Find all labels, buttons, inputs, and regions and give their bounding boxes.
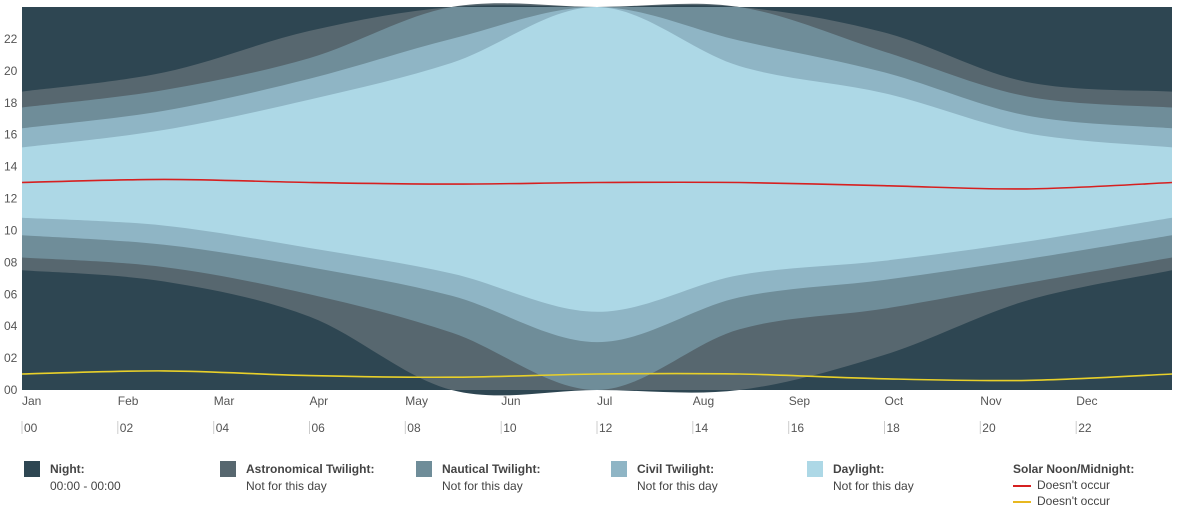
civil-swatch <box>611 461 627 477</box>
night-value: 00:00 - 00:00 <box>50 479 121 493</box>
month-tick-label: Feb <box>118 394 139 408</box>
hour-tick-label: 10 <box>503 421 517 435</box>
solar-label: Solar Noon/Midnight: <box>1013 462 1135 476</box>
daylight-label: Daylight: <box>833 462 885 476</box>
y-tick-label: 14 <box>4 160 18 174</box>
month-tick-label: Dec <box>1076 394 1097 408</box>
astronomical-label: Astronomical Twilight: <box>246 462 375 476</box>
y-tick-label: 16 <box>4 128 18 142</box>
month-tick-label: Sep <box>789 394 811 408</box>
month-tick-label: Nov <box>980 394 1001 408</box>
y-tick-label: 06 <box>4 287 18 301</box>
hour-tick-label: 04 <box>216 421 230 435</box>
night-evening-band <box>22 5 1172 92</box>
y-tick-label: 22 <box>4 32 18 46</box>
astronomical-swatch <box>220 461 236 477</box>
nautical-label: Nautical Twilight: <box>442 462 541 476</box>
legend: Night: 00:00 - 00:00 Astronomical Twilig… <box>0 458 1177 511</box>
y-tick-label: 18 <box>4 96 18 110</box>
daylight-swatch <box>807 461 823 477</box>
month-tick-label: Oct <box>885 394 904 408</box>
daylight-value: Not for this day <box>833 479 914 493</box>
solar-midnight-line <box>21 370 1173 382</box>
month-tick-label: May <box>405 394 428 408</box>
y-tick-label: 04 <box>4 319 18 333</box>
y-tick-label: 08 <box>4 255 18 269</box>
hour-tick-label: 22 <box>1078 421 1092 435</box>
hour-tick-label: 00 <box>24 421 38 435</box>
y-tick-label: 20 <box>4 64 18 78</box>
hour-tick-label: 02 <box>120 421 134 435</box>
y-tick-label: 12 <box>4 192 18 206</box>
month-tick-label: Mar <box>214 394 235 408</box>
solar-midnight-value: Doesn't occur <box>1037 494 1110 508</box>
hour-tick-label: 12 <box>599 421 613 435</box>
night-label: Night: <box>50 462 85 476</box>
night-swatch <box>24 461 40 477</box>
plot-area <box>21 3 1173 396</box>
solar-midnight-line-swatch <box>1013 501 1031 503</box>
month-tick-label: Jan <box>22 394 41 408</box>
hour-tick-label: 14 <box>695 421 709 435</box>
daylight-chart: 00 02 04 06 08 10 12 14 16 18 20 22 Jan Feb Mar Apr May J… <box>4 3 1173 435</box>
month-tick-label: Aug <box>693 394 714 408</box>
nautical-swatch <box>416 461 432 477</box>
civil-label: Civil Twilight: <box>637 462 715 476</box>
nautical-value: Not for this day <box>442 479 523 493</box>
night-morning-band <box>22 270 1172 396</box>
month-tick-label: Jun <box>501 394 520 408</box>
y-tick-label: 10 <box>4 223 18 237</box>
hour-tick-label: 20 <box>982 421 996 435</box>
hour-tick-label: 08 <box>407 421 421 435</box>
hour-tick-label: 16 <box>791 421 805 435</box>
astronomical-value: Not for this day <box>246 479 327 493</box>
solar-noon-value: Doesn't occur <box>1037 478 1110 492</box>
y-tick-label: 02 <box>4 351 18 365</box>
month-tick-label: Apr <box>310 394 329 408</box>
civil-value: Not for this day <box>637 479 718 493</box>
solar-noon-line-swatch <box>1013 485 1031 487</box>
solar-noon-line <box>21 178 1173 190</box>
y-tick-label: 00 <box>4 383 18 397</box>
axis-ticks: 00 02 04 06 08 10 12 14 16 18 20 22 Jan Feb Mar Apr May J… <box>4 32 1098 435</box>
hour-tick-label: 18 <box>887 421 901 435</box>
month-tick-label: Jul <box>597 394 612 408</box>
hour-tick-label: 06 <box>312 421 326 435</box>
